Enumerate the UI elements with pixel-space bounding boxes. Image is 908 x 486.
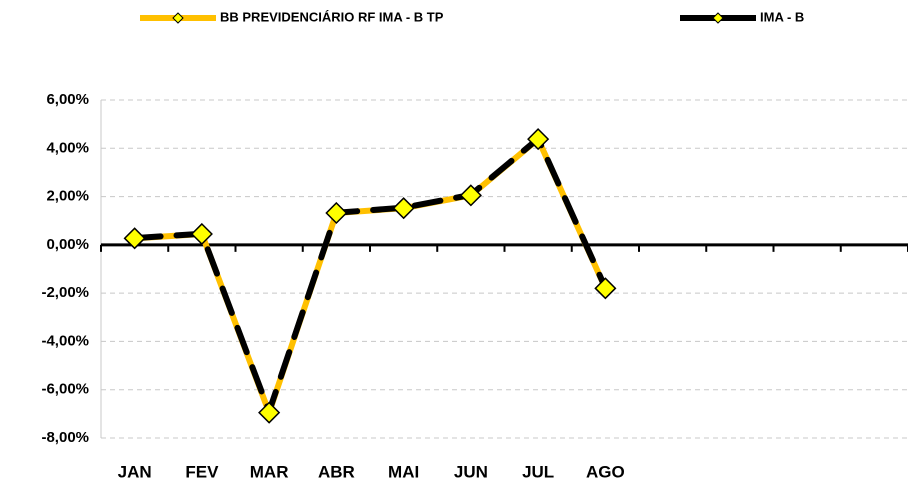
- point-marker: [392, 197, 415, 220]
- x-tick-label: FEV: [185, 462, 219, 481]
- x-tick-label: JAN: [118, 462, 152, 481]
- point-marker: [325, 201, 348, 225]
- x-tick-label: JUN: [454, 462, 488, 481]
- legend-label: IMA - B: [760, 9, 804, 24]
- x-tick-label: MAR: [250, 462, 289, 481]
- x-tick-label: JUL: [522, 462, 554, 481]
- y-tick-label: -2,00%: [41, 284, 89, 301]
- legend-label: BB PREVIDENCIÁRIO RF IMA - B TP: [220, 9, 444, 24]
- y-tick-label: -8,00%: [41, 429, 89, 446]
- point-marker: [594, 277, 617, 300]
- y-tick-label: 2,00%: [46, 188, 89, 205]
- legend-marker: [712, 12, 724, 24]
- point-marker: [527, 128, 550, 151]
- point-marker: [258, 401, 281, 424]
- x-tick-label: MAI: [388, 462, 419, 481]
- y-tick-label: 0,00%: [46, 236, 89, 253]
- y-tick-label: -4,00%: [41, 332, 89, 349]
- y-tick-label: 6,00%: [46, 91, 89, 108]
- legend-marker: [172, 12, 184, 24]
- series-line: [131, 135, 609, 415]
- series-line: [131, 136, 609, 416]
- x-tick-label: AGO: [586, 462, 625, 481]
- point-marker: [123, 227, 146, 250]
- point-marker: [190, 222, 213, 246]
- x-tick-label: ABR: [318, 462, 355, 481]
- y-tick-label: 4,00%: [46, 139, 89, 156]
- y-tick-label: -6,00%: [41, 381, 89, 398]
- point-marker: [459, 184, 482, 207]
